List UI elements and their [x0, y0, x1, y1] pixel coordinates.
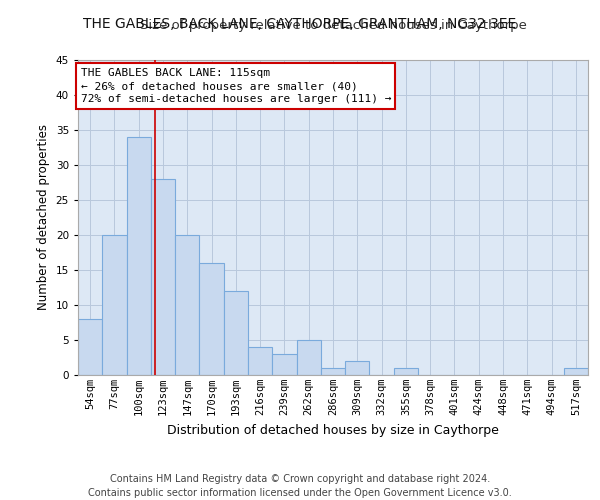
Bar: [151, 179, 175, 375]
Bar: [127, 137, 151, 375]
Bar: [175, 235, 199, 375]
Bar: [248, 347, 272, 375]
X-axis label: Distribution of detached houses by size in Caythorpe: Distribution of detached houses by size …: [167, 424, 499, 436]
Y-axis label: Number of detached properties: Number of detached properties: [37, 124, 50, 310]
Text: THE GABLES, BACK LANE, CAYTHORPE, GRANTHAM, NG32 3EE: THE GABLES, BACK LANE, CAYTHORPE, GRANTH…: [83, 18, 517, 32]
Text: THE GABLES BACK LANE: 115sqm
← 26% of detached houses are smaller (40)
72% of se: THE GABLES BACK LANE: 115sqm ← 26% of de…: [80, 68, 391, 104]
Title: Size of property relative to detached houses in Caythorpe: Size of property relative to detached ho…: [140, 20, 526, 32]
Bar: [321, 368, 345, 375]
Bar: [78, 319, 102, 375]
Bar: [345, 361, 370, 375]
Bar: [272, 354, 296, 375]
Bar: [199, 263, 224, 375]
Bar: [296, 340, 321, 375]
Bar: [102, 235, 127, 375]
Bar: [394, 368, 418, 375]
Bar: [224, 291, 248, 375]
Text: Contains HM Land Registry data © Crown copyright and database right 2024.
Contai: Contains HM Land Registry data © Crown c…: [88, 474, 512, 498]
Bar: [564, 368, 588, 375]
